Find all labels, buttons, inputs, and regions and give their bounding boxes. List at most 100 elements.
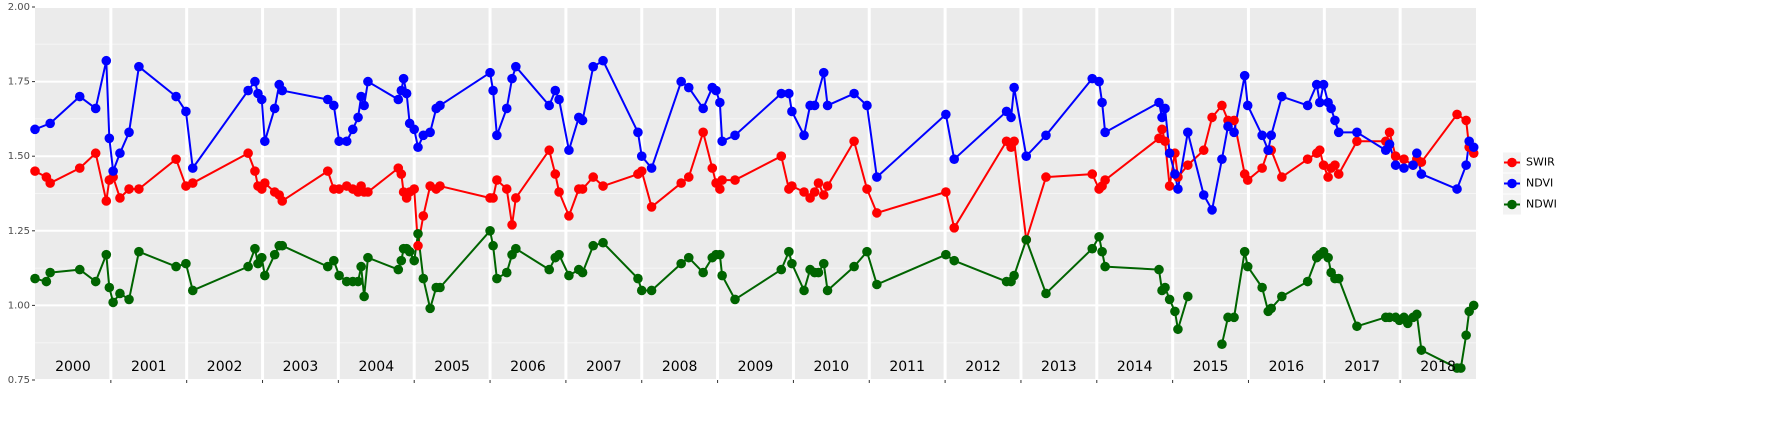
data-point [683, 82, 694, 93]
legend-label: SWIR [1526, 156, 1555, 169]
data-point [356, 261, 366, 272]
data-point [488, 240, 498, 251]
data-point [1266, 303, 1277, 314]
data-point [1330, 115, 1340, 126]
data-point [683, 252, 694, 263]
data-point [243, 148, 253, 159]
series-points [30, 55, 1479, 373]
data-point [260, 270, 270, 281]
data-point [1229, 127, 1239, 138]
data-point [598, 181, 608, 191]
legend-key-point [1507, 178, 1517, 189]
data-point [809, 187, 820, 197]
data-point [511, 61, 521, 72]
data-point [363, 76, 373, 87]
data-point [636, 151, 647, 161]
data-point [413, 240, 423, 251]
data-point [250, 166, 260, 176]
year-label: 2013 [1041, 359, 1077, 375]
data-point [1242, 100, 1253, 111]
data-point [717, 136, 727, 147]
data-point [1041, 172, 1051, 182]
year-label: 2014 [1117, 359, 1153, 375]
data-point [1009, 270, 1019, 281]
data-point [1384, 127, 1395, 138]
data-point [1461, 115, 1471, 126]
data-point [124, 184, 134, 194]
data-point [941, 249, 951, 260]
data-point [1323, 172, 1333, 182]
data-point [1384, 139, 1395, 150]
data-point [492, 130, 502, 141]
data-point [1173, 324, 1183, 335]
data-point [409, 255, 420, 266]
data-point [1277, 172, 1287, 182]
data-point [1352, 136, 1362, 147]
data-point [492, 175, 502, 185]
data-point [1311, 79, 1322, 90]
data-point [1277, 291, 1287, 302]
data-point [577, 267, 588, 278]
data-point [1456, 363, 1466, 373]
data-point [849, 88, 859, 99]
data-point [363, 252, 373, 263]
y-tick-label: 1.25 [8, 226, 30, 237]
data-point [1390, 160, 1401, 170]
legend-label: NDWI [1526, 198, 1557, 211]
data-point [45, 118, 55, 129]
data-point [1333, 127, 1344, 138]
data-point [250, 76, 260, 87]
data-point [256, 252, 267, 263]
data-point [633, 273, 643, 284]
data-point [1170, 169, 1180, 179]
data-point [269, 103, 280, 114]
data-point [1009, 136, 1019, 147]
data-point [90, 148, 101, 159]
data-point [45, 178, 55, 188]
year-label: 2011 [889, 359, 925, 375]
data-point [30, 273, 40, 284]
data-point [1100, 127, 1110, 138]
data-point [813, 267, 824, 278]
data-point [1461, 330, 1471, 341]
data-point [1183, 160, 1193, 170]
data-point [501, 267, 512, 278]
data-point [636, 285, 647, 296]
data-point [101, 55, 112, 66]
data-point [511, 193, 521, 203]
data-point [715, 249, 725, 260]
data-point [409, 184, 420, 194]
data-point [108, 297, 118, 308]
data-point [1352, 321, 1362, 332]
data-point [134, 246, 144, 257]
data-point [1041, 288, 1051, 299]
data-point [1183, 291, 1193, 302]
data-point [104, 282, 115, 293]
year-label: 2017 [1344, 359, 1380, 375]
data-point [507, 220, 517, 230]
data-point [1314, 97, 1325, 108]
data-point [329, 255, 339, 266]
data-point [676, 258, 686, 269]
year-labels: 2000 2001 2002 2003 2004 2005 2006 2007 2008 2009… [55, 359, 1456, 375]
data-point [396, 255, 407, 266]
year-label: 2010 [814, 359, 850, 375]
data-point [353, 276, 363, 287]
data-point [435, 282, 445, 293]
data-point [1087, 169, 1098, 179]
data-point [398, 73, 409, 84]
legend-key-point [1507, 199, 1517, 210]
data-point [1170, 306, 1180, 317]
data-point [577, 184, 588, 194]
data-point [784, 88, 794, 99]
data-point [809, 100, 820, 111]
data-point [1097, 97, 1107, 108]
data-point [41, 276, 52, 287]
data-point [347, 124, 358, 135]
data-point [187, 178, 198, 188]
data-point [418, 211, 429, 221]
data-point [1390, 151, 1401, 161]
data-point [544, 100, 555, 111]
data-point [799, 187, 809, 197]
